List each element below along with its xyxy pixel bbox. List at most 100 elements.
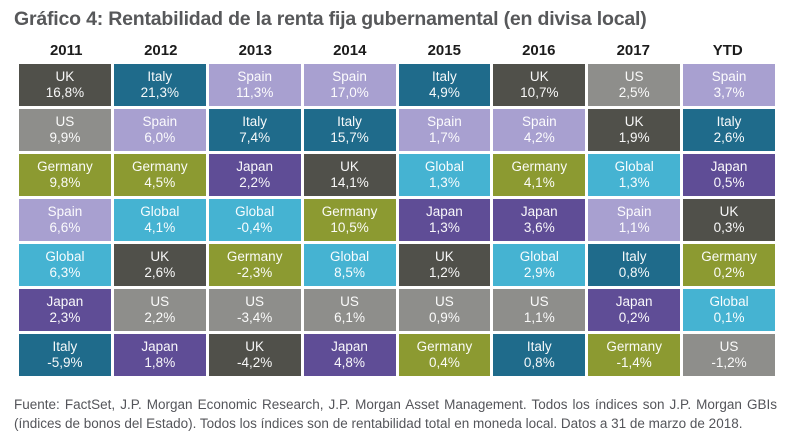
column-header-2013: 2013 <box>238 42 272 59</box>
cell-return-value: 1,3% <box>618 175 650 190</box>
cell-country-label: Japan <box>710 158 748 174</box>
cell-country-label: Italy <box>147 68 173 84</box>
cell-return-value: 0,2% <box>618 310 650 325</box>
cell-return-value: 6,1% <box>334 310 365 325</box>
return-cell: US 2,2% <box>113 289 206 331</box>
return-cell: Germany 10,5% <box>303 199 396 241</box>
cell-country-label: Italy <box>337 113 362 129</box>
return-cell: UK 14,1% <box>303 154 396 196</box>
cell-country-label: US <box>624 68 644 84</box>
cell-country-label: US <box>245 293 265 309</box>
cell-return-value: 10,5% <box>330 220 369 235</box>
return-cell: US 1,1% <box>493 289 586 331</box>
return-cell: US 0,9% <box>398 289 491 331</box>
return-cell: Spain 1,7% <box>398 109 491 151</box>
cell-country-label: Spain <box>522 113 557 129</box>
return-cell: Global 0,1% <box>683 289 775 331</box>
return-cell: Spain 3,7% <box>683 64 775 106</box>
return-cell: Spain 6,6% <box>19 199 111 241</box>
return-cell: UK 1,2% <box>398 244 491 286</box>
cell-country-label: US <box>435 293 454 309</box>
return-cell: Spain 1,1% <box>588 199 681 241</box>
return-cell: US -3,4% <box>208 289 301 331</box>
return-cell: Germany 0,2% <box>683 244 775 286</box>
return-cell: Italy 0,8% <box>588 244 681 286</box>
cell-return-value: -0,4% <box>237 220 273 235</box>
return-cell: UK 10,7% <box>493 64 586 106</box>
returns-grid: UK 16,8% Italy 21,3% Spain 11,3% Spain 17,0% Ita… <box>19 64 775 376</box>
cell-return-value: 2,2% <box>144 310 176 325</box>
cell-return-value: 4,1% <box>523 175 555 190</box>
return-cell: Germany 4,1% <box>493 154 586 196</box>
return-cell: UK 16,8% <box>19 64 111 106</box>
cell-return-value: 0,8% <box>618 265 650 280</box>
cell-country-label: UK <box>529 68 549 84</box>
cell-country-label: Italy <box>432 68 457 84</box>
cell-return-value: 1,3% <box>429 175 460 190</box>
cell-return-value: 3,7% <box>713 85 745 100</box>
cell-return-value: 14,1% <box>330 175 369 190</box>
column-header-2012: 2012 <box>144 42 178 59</box>
cell-country-label: Global <box>45 248 85 264</box>
cell-return-value: 2,6% <box>144 265 176 280</box>
return-cell: Japan 1,3% <box>398 199 491 241</box>
cell-return-value: 0,8% <box>523 355 555 370</box>
cell-return-value: 10,7% <box>520 85 559 100</box>
return-cell: UK 2,6% <box>113 244 206 286</box>
return-cell: Spain 11,3% <box>208 64 301 106</box>
return-cell: Germany -1,4% <box>588 334 681 376</box>
cell-return-value: -1,4% <box>616 355 652 370</box>
cell-country-label: Japan <box>426 203 463 219</box>
cell-return-value: 2,6% <box>713 130 745 145</box>
cell-return-value: -2,3% <box>237 265 273 280</box>
cell-return-value: 1,9% <box>618 130 650 145</box>
cell-country-label: Germany <box>701 248 757 264</box>
return-cell: US 6,1% <box>303 289 396 331</box>
cell-return-value: 1,7% <box>429 130 460 145</box>
return-cell: Global 1,3% <box>398 154 491 196</box>
return-cell: Italy 7,4% <box>208 109 301 151</box>
return-cell: Japan 4,8% <box>303 334 396 376</box>
cell-return-value: 1,8% <box>144 355 176 370</box>
return-cell: US 9,9% <box>19 109 111 151</box>
column-header-ytd: YTD <box>712 42 743 59</box>
cell-country-label: Global <box>424 158 464 174</box>
cell-country-label: Italy <box>242 113 268 129</box>
return-cell: Spain 6,0% <box>113 109 206 151</box>
return-cell: Global 4,1% <box>113 199 206 241</box>
cell-country-label: Italy <box>621 248 647 264</box>
return-cell: Japan 0,2% <box>588 289 681 331</box>
cell-return-value: 6,6% <box>49 220 81 235</box>
cell-country-label: Global <box>235 203 275 219</box>
cell-return-value: -4,2% <box>237 355 273 370</box>
cell-country-label: Japan <box>236 158 274 174</box>
cell-country-label: Italy <box>716 113 742 129</box>
cell-country-label: Global <box>614 158 654 174</box>
return-cell: Japan 1,8% <box>113 334 206 376</box>
cell-return-value: 1,3% <box>429 220 460 235</box>
cell-country-label: UK <box>150 248 170 264</box>
return-cell: Japan 2,2% <box>208 154 301 196</box>
cell-country-label: Japan <box>331 338 368 354</box>
cell-country-label: Italy <box>526 338 552 354</box>
cell-return-value: 3,6% <box>523 220 555 235</box>
return-cell: Germany -2,3% <box>208 244 301 286</box>
return-cell: Spain 4,2% <box>493 109 586 151</box>
cell-return-value: 4,2% <box>523 130 555 145</box>
cell-return-value: 4,5% <box>144 175 176 190</box>
cell-country-label: UK <box>719 203 739 219</box>
cell-country-label: Germany <box>511 158 568 174</box>
source-note: Fuente: FactSet, J.P. Morgan Economic Re… <box>14 395 777 433</box>
cell-country-label: Spain <box>711 68 747 84</box>
cell-return-value: 7,4% <box>239 130 271 145</box>
cell-country-label: Japan <box>46 293 84 309</box>
cell-country-label: Spain <box>427 113 462 129</box>
return-cell: Japan 3,6% <box>493 199 586 241</box>
return-cell: Germany 4,5% <box>113 154 206 196</box>
cell-return-value: 0,1% <box>713 310 745 325</box>
cell-country-label: Germany <box>132 158 188 174</box>
cell-return-value: 2,5% <box>618 85 650 100</box>
return-cell: UK 1,9% <box>588 109 681 151</box>
cell-return-value: 6,0% <box>144 130 176 145</box>
column-header-2014: 2014 <box>333 42 367 59</box>
